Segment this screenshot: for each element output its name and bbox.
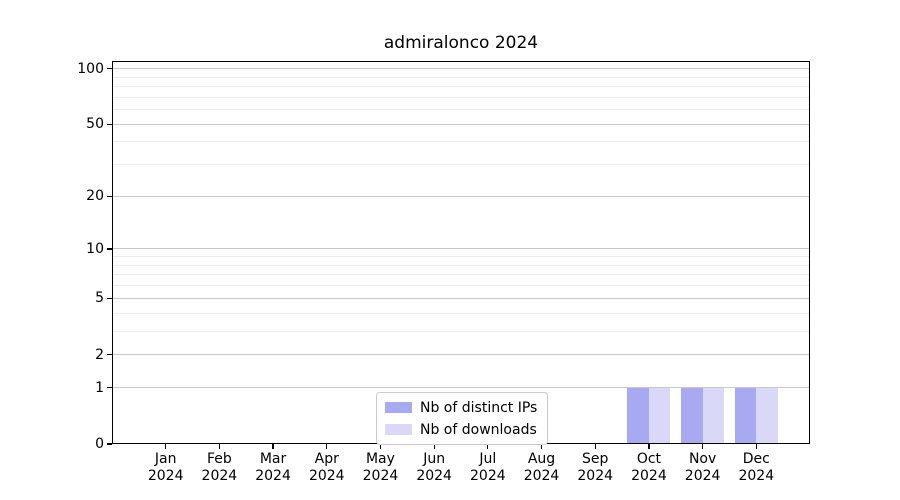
x-tick-aug (540, 444, 543, 449)
minor-gridline-y-9 (112, 256, 810, 258)
legend: Nb of distinct IPs Nb of downloads (376, 392, 549, 445)
y-tick-label-20: 20 (86, 188, 104, 205)
minor-gridline-y-80 (112, 86, 810, 88)
y-tick-2 (107, 354, 112, 356)
bar-downloads-dec (756, 387, 778, 444)
y-tick-label-100: 100 (77, 60, 104, 77)
x-tick-label-sep: Sep 2024 (577, 451, 614, 484)
x-tick-feb (218, 444, 220, 449)
x-tick-label-mar: Mar 2024 (255, 451, 291, 484)
y-tick-label-5: 5 (95, 290, 104, 307)
x-tick-label-apr: Apr 2024 (308, 451, 345, 484)
x-tick-apr (326, 444, 328, 449)
y-tick-0 (107, 443, 112, 445)
legend-swatch-downloads-icon (385, 424, 412, 435)
bar-distinct-ips-nov (681, 387, 703, 444)
bar-distinct-ips-oct (627, 387, 649, 444)
x-tick-label-jul: Jul 2024 (470, 451, 506, 484)
x-tick-label-nov: Nov 2024 (684, 451, 721, 484)
x-tick-label-aug: Aug 2024 (523, 451, 560, 484)
x-tick-mar (272, 444, 274, 449)
x-tick-oct (648, 444, 650, 449)
minor-gridline-y-4 (112, 312, 810, 314)
x-tick-dec (755, 444, 757, 449)
x-tick-label-may: May 2024 (362, 451, 399, 484)
x-tick-label-jun: Jun 2024 (416, 451, 452, 484)
legend-swatch-distinct-ips-icon (385, 402, 412, 413)
y-tick-10 (107, 248, 112, 250)
x-tick-sep (594, 444, 596, 449)
minor-gridline-y-30 (112, 164, 810, 166)
minor-gridline-y-3 (112, 330, 810, 332)
x-tick-label-dec: Dec 2024 (738, 451, 775, 484)
legend-label-distinct-ips: Nb of distinct IPs (420, 399, 538, 416)
legend-label-downloads: Nb of downloads (420, 421, 537, 438)
y-tick-label-10: 10 (86, 240, 104, 257)
major-gridline-y-1 (112, 387, 810, 389)
minor-gridline-y-90 (112, 76, 810, 78)
legend-item-downloads: Nb of downloads (385, 420, 537, 439)
y-tick-label-0: 0 (95, 436, 104, 452)
minor-gridline-y-40 (112, 141, 810, 143)
minor-gridline-y-8 (112, 264, 810, 266)
y-tick-1 (107, 387, 112, 389)
y-tick-5 (107, 297, 112, 299)
y-tick-label-1: 1 (95, 379, 104, 396)
x-tick-jul (487, 444, 489, 449)
major-gridline-y-2 (112, 354, 810, 356)
minor-gridline-y-60 (112, 109, 810, 111)
y-tick-label-50: 50 (86, 116, 104, 133)
y-tick-50 (107, 123, 112, 125)
x-tick-label-jan: Jan 2024 (147, 451, 184, 484)
major-gridline-y-50 (112, 123, 810, 125)
minor-gridline-y-7 (112, 274, 810, 276)
bar-downloads-nov (702, 387, 725, 444)
major-gridline-y-100 (112, 68, 810, 70)
x-tick-nov (702, 444, 704, 449)
bar-downloads-oct (648, 387, 671, 444)
x-tick-may (379, 444, 382, 449)
y-tick-label-2: 2 (95, 346, 104, 363)
bar-distinct-ips-dec (734, 387, 757, 444)
x-tick-label-feb: Feb 2024 (201, 451, 238, 484)
axes-spines (112, 61, 810, 444)
y-tick-20 (107, 195, 112, 197)
y-tick-100 (107, 68, 112, 70)
chart-title: admiralonco 2024 (383, 33, 539, 53)
minor-gridline-y-6 (112, 285, 810, 287)
minor-gridline-y-70 (112, 96, 810, 98)
major-gridline-y-5 (112, 297, 810, 299)
x-tick-label-oct: Oct 2024 (631, 451, 667, 484)
major-gridline-y-10 (112, 248, 810, 250)
x-tick-jan (165, 444, 167, 449)
x-tick-jun (433, 444, 435, 449)
legend-item-distinct-ips: Nb of distinct IPs (385, 398, 537, 417)
major-gridline-y-20 (112, 195, 810, 197)
